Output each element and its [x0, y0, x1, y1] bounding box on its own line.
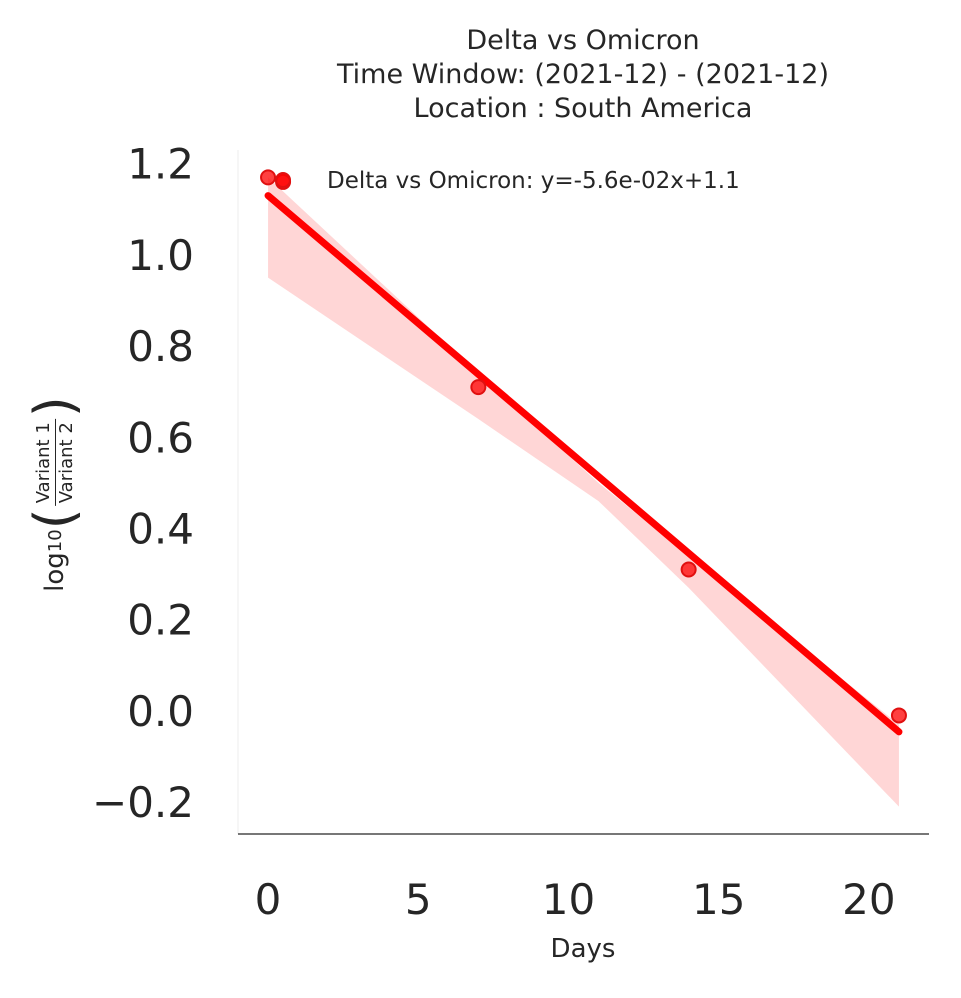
y-tick-label: −0.2: [92, 778, 194, 827]
y-tick-labels: 1.2 1.0 0.8 0.6 0.4 0.2 0.0 −0.2: [92, 140, 194, 827]
y-axis-label: log 10 ( Variant 1 Variant 2 ): [23, 396, 86, 592]
legend-marker: [275, 172, 291, 188]
y-tick-label: 0.0: [127, 687, 194, 736]
data-point: [890, 707, 907, 724]
y-axis-label-numerator: Variant 1: [33, 419, 56, 507]
points-layer: [260, 169, 907, 724]
x-tick-labels: 0 5 10 15 20: [255, 875, 896, 924]
data-point: [260, 169, 277, 186]
x-tick-label: 20: [842, 875, 895, 924]
fit-line-layer: [264, 192, 903, 736]
regression-line: [264, 192, 903, 736]
y-axis-label-subscript: 10: [44, 529, 66, 553]
y-axis-label-close-paren: ): [23, 396, 86, 418]
y-tick-label: 1.0: [127, 231, 194, 280]
y-tick-label: 0.8: [127, 322, 194, 371]
y-tick-label: 0.4: [127, 504, 194, 553]
y-tick-label: 0.6: [127, 413, 194, 462]
x-tick-label: 0: [255, 875, 282, 924]
data-point: [470, 379, 487, 396]
confidence-band-layer: [268, 177, 899, 807]
y-tick-label: 1.2: [127, 140, 194, 189]
legend-label: Delta vs Omicron: y=-5.6e-02x+1.1: [327, 168, 740, 194]
y-axis-label-open-paren: (: [23, 508, 86, 530]
chart-title: Delta vs Omicron Time Window: (2021-12) …: [238, 24, 928, 126]
x-tick-label: 10: [542, 875, 595, 924]
y-axis-label-fraction: Variant 1 Variant 2: [33, 419, 77, 507]
y-tick-label: 0.2: [127, 596, 194, 645]
title-line-2: Time Window: (2021-12) - (2021-12): [337, 59, 829, 90]
x-tick-label: 15: [692, 875, 745, 924]
title-line-1: Delta vs Omicron: [466, 25, 700, 56]
x-tick-label: 5: [405, 875, 432, 924]
confidence-band: [268, 177, 899, 807]
title-line-3: Location : South America: [413, 93, 753, 124]
legend: Delta vs Omicron: y=-5.6e-02x+1.1: [275, 168, 740, 194]
data-point: [680, 561, 697, 578]
y-axis-label-log: log: [40, 552, 70, 592]
x-axis-label: Days: [550, 934, 616, 964]
y-axis-label-denominator: Variant 2: [55, 422, 77, 504]
